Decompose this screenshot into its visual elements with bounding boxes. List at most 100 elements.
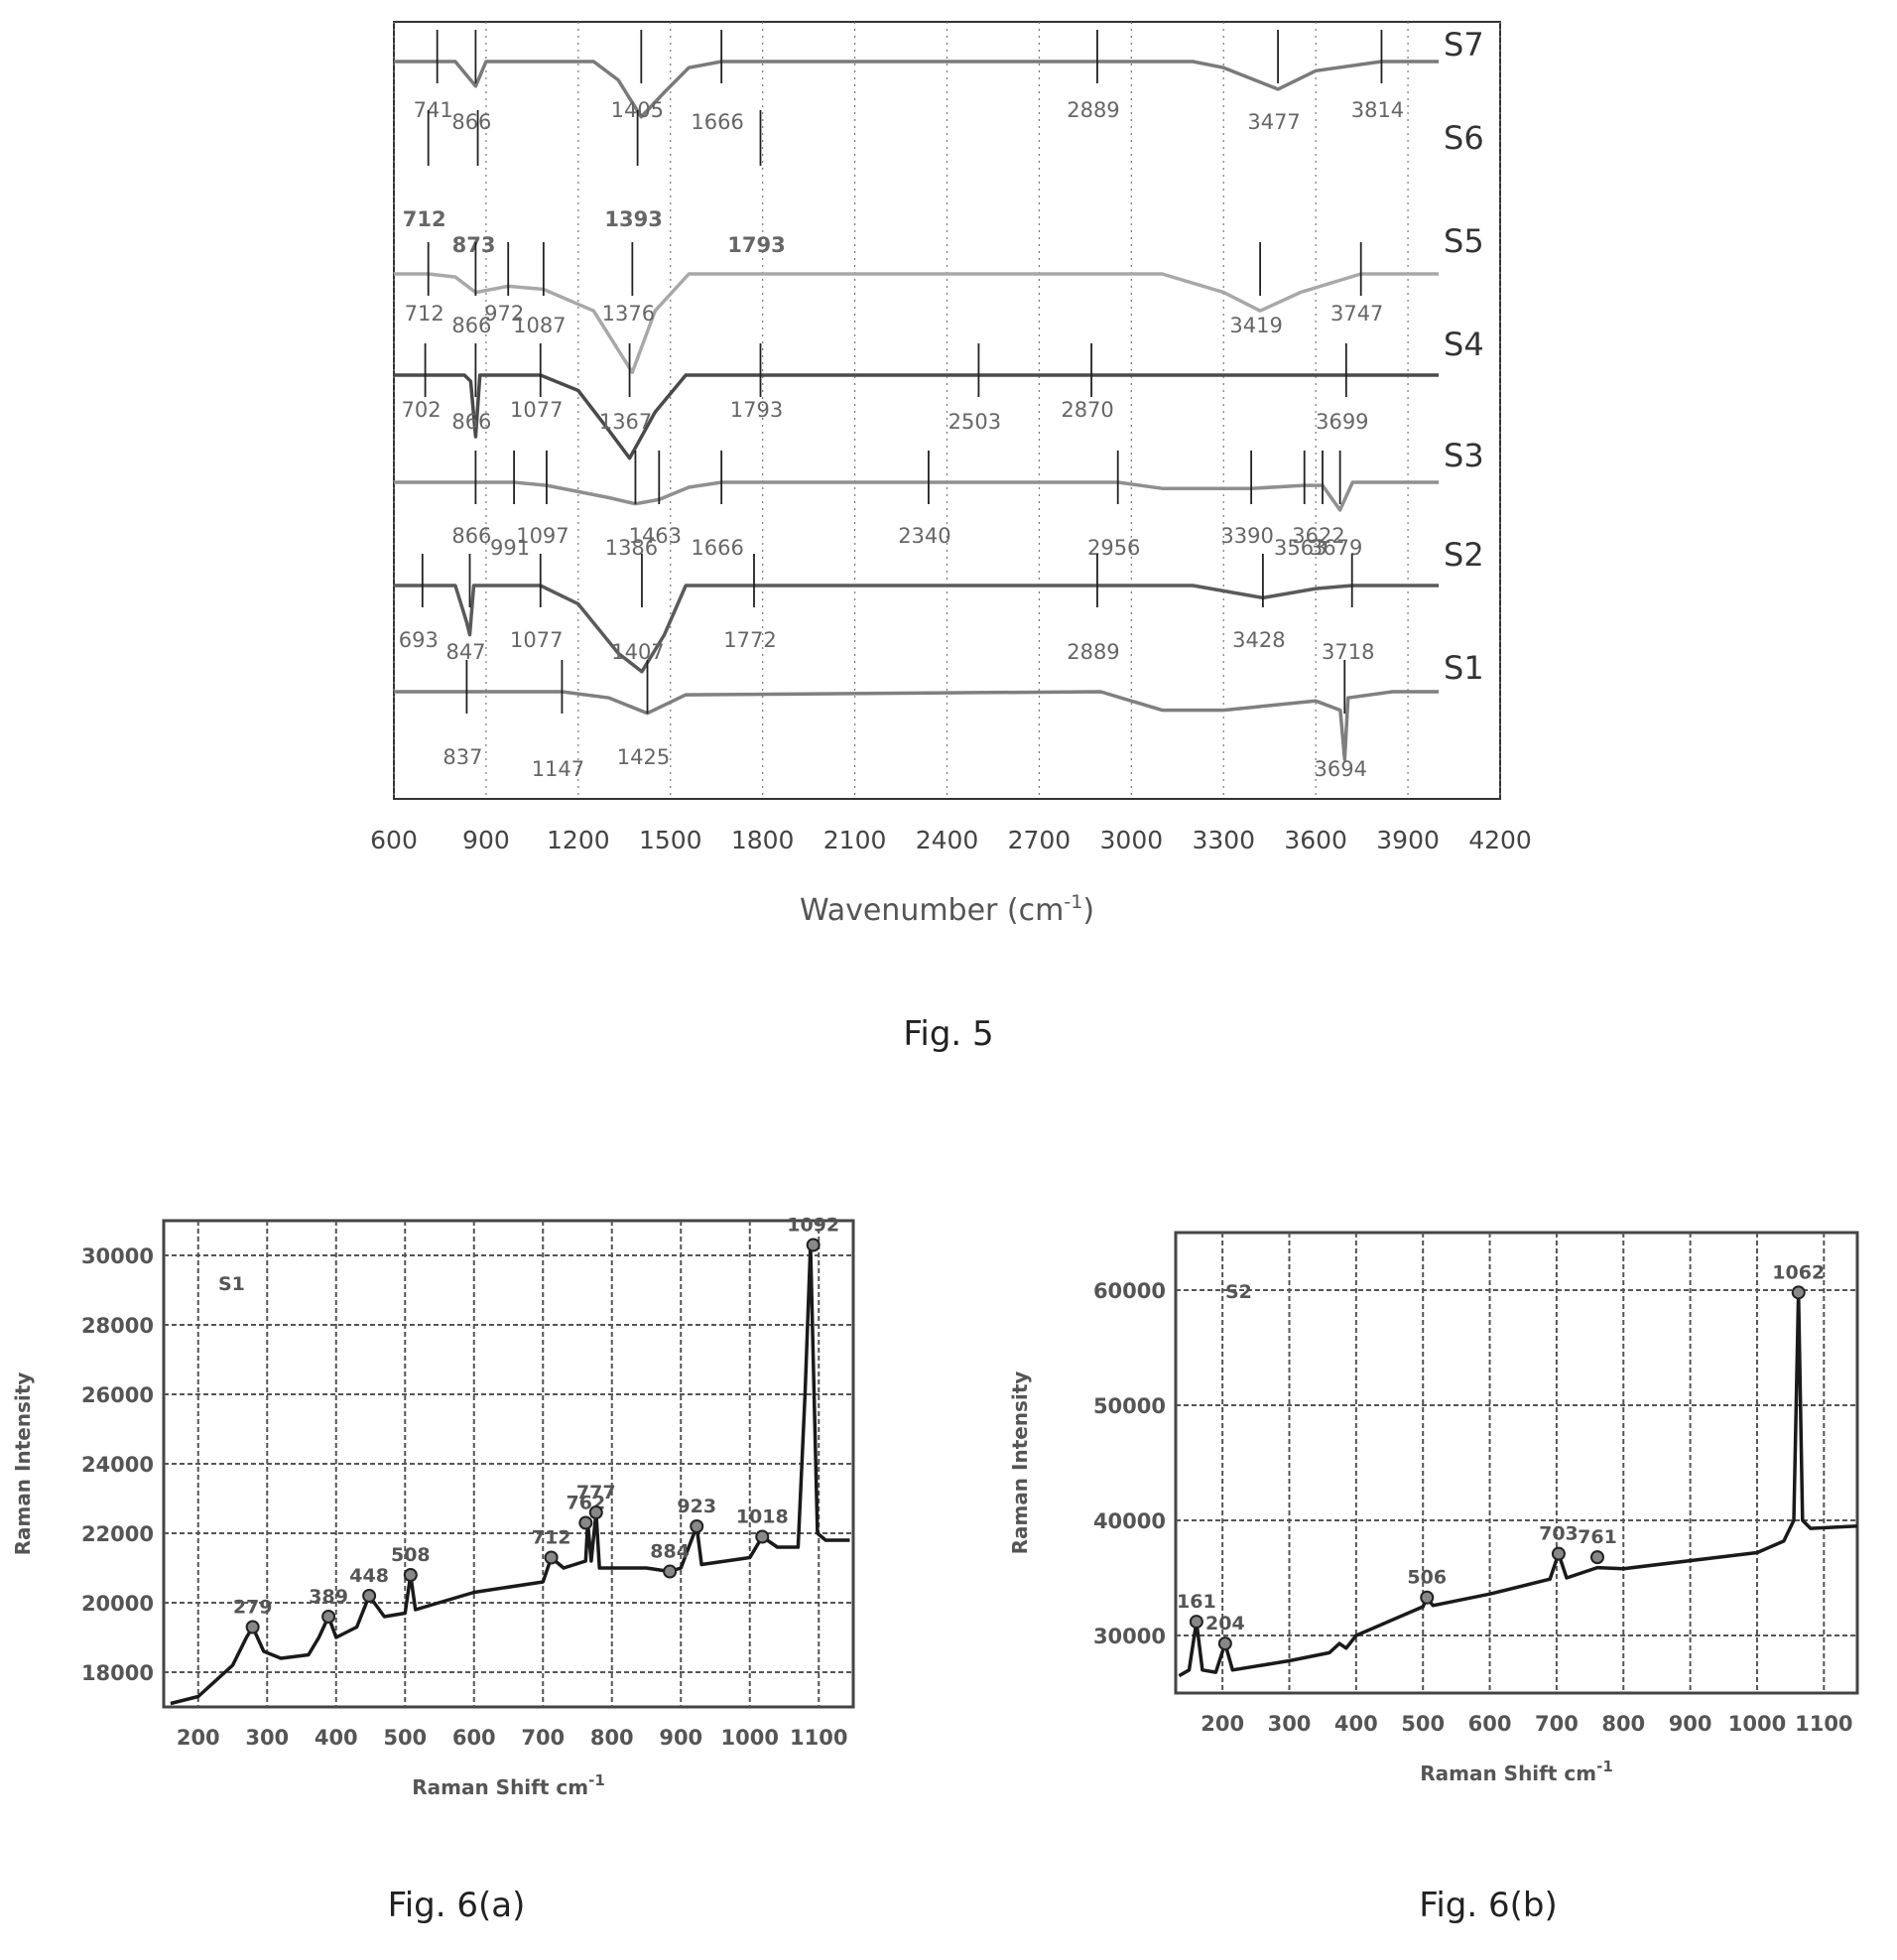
series-label-s5: S5 xyxy=(1444,222,1484,260)
y-tick-label: 50000 xyxy=(1093,1394,1166,1418)
peak-label: 3428 xyxy=(1232,628,1285,652)
x-tick-label: 500 xyxy=(383,1726,427,1750)
plot-frame xyxy=(1174,1231,1859,1695)
peak-label: 3814 xyxy=(1351,98,1404,122)
peak-label: 837 xyxy=(443,745,482,769)
y-axis-title: Raman Intensity xyxy=(1008,1372,1032,1555)
x-axis-title-superscript: -1 xyxy=(1596,1758,1613,1775)
peak-label: 1666 xyxy=(691,536,743,560)
peak-label: 3563 xyxy=(1274,536,1327,560)
x-tick-label: 1000 xyxy=(1728,1712,1786,1736)
peak-label: 866 xyxy=(451,314,491,337)
peak-label: 866 xyxy=(451,410,491,434)
peak-label: 448 xyxy=(349,1565,389,1587)
peak-label: 3694 xyxy=(1315,757,1367,781)
x-tick-label: 300 xyxy=(1268,1712,1312,1736)
x-tick-label: 600 xyxy=(452,1726,496,1750)
x-tick-label: 2100 xyxy=(823,826,887,854)
x-tick-label: 3600 xyxy=(1284,826,1347,854)
peak-label: 3699 xyxy=(1316,410,1368,434)
x-tick-label: 1000 xyxy=(721,1726,779,1750)
peak-label: 3747 xyxy=(1330,302,1383,326)
peak-label: 991 xyxy=(490,536,530,560)
series-label-s2: S2 xyxy=(1444,536,1484,574)
y-tick-label: 60000 xyxy=(1093,1279,1166,1303)
peak-label: 712 xyxy=(403,207,446,231)
peak-label: 389 xyxy=(309,1586,348,1608)
peak-label: 1793 xyxy=(727,233,785,257)
x-tick-label: 400 xyxy=(315,1726,358,1750)
peak-label: 1376 xyxy=(602,302,655,326)
y-axis-title: Raman Intensity xyxy=(11,1372,35,1556)
peak-label: 693 xyxy=(399,628,439,652)
peak-label: 702 xyxy=(402,398,442,422)
peak-label: 2870 xyxy=(1061,398,1113,422)
peak-point xyxy=(245,1620,260,1634)
fig5-caption: Fig. 5 xyxy=(903,1014,994,1054)
peak-label: 1087 xyxy=(513,314,566,337)
peak-label: 1425 xyxy=(617,745,670,769)
x-tick-label: 700 xyxy=(1535,1712,1579,1736)
series-label-s3: S3 xyxy=(1444,437,1484,474)
sample-label: S2 xyxy=(1225,1281,1252,1303)
x-tick-label: 800 xyxy=(590,1726,634,1750)
x-tick-label: 4200 xyxy=(1468,826,1532,854)
raman-spectrum xyxy=(170,1242,850,1706)
x-tick-label: 3900 xyxy=(1376,826,1440,854)
peak-label: 3622 xyxy=(1292,524,1344,548)
peak-point xyxy=(1217,1636,1232,1651)
peak-label: 508 xyxy=(391,1544,431,1566)
peak-label: 1147 xyxy=(532,757,584,781)
peak-point xyxy=(690,1519,704,1533)
x-axis-title: Raman Shift cm-1 xyxy=(1420,1758,1613,1785)
peak-label: 1463 xyxy=(629,524,682,548)
spectrum-s1 xyxy=(394,690,1440,761)
peak-label: 279 xyxy=(233,1597,273,1619)
spectrum-s7 xyxy=(394,60,1440,119)
peak-label: 761 xyxy=(1578,1526,1617,1548)
series-label-s4: S4 xyxy=(1444,326,1484,363)
peak-label: 204 xyxy=(1205,1613,1245,1634)
y-tick-label: 18000 xyxy=(81,1661,154,1685)
peak-label: 506 xyxy=(1407,1567,1447,1589)
peak-label: 1062 xyxy=(1772,1261,1825,1283)
peak-label: 3390 xyxy=(1220,524,1273,548)
peak-label: 1077 xyxy=(510,398,563,422)
peak-label: 712 xyxy=(532,1527,571,1549)
x-tick-label: 900 xyxy=(659,1726,702,1750)
x-tick-label: 1800 xyxy=(731,826,795,854)
spectrum-s3 xyxy=(394,480,1440,512)
peak-point xyxy=(1420,1590,1435,1605)
x-tick-label: 600 xyxy=(1468,1712,1512,1736)
peak-label: 3419 xyxy=(1229,314,1282,337)
peak-label: 741 xyxy=(414,98,453,122)
peak-point xyxy=(362,1589,377,1603)
peak-label: 3679 xyxy=(1310,536,1362,560)
peak-label: 161 xyxy=(1177,1591,1216,1613)
peak-label: 1793 xyxy=(730,398,783,422)
peak-label: 1407 xyxy=(611,640,664,664)
fig6a-caption: Fig. 6(a) xyxy=(387,1886,526,1925)
x-tick-label: 500 xyxy=(1401,1712,1445,1736)
x-axis-title: Raman Shift cm-1 xyxy=(412,1771,605,1799)
y-tick-label: 24000 xyxy=(81,1453,154,1477)
peak-point xyxy=(1551,1546,1566,1561)
x-tick-label: 700 xyxy=(521,1726,565,1750)
x-tick-label: 3000 xyxy=(1100,826,1164,854)
peak-label: 1092 xyxy=(787,1215,839,1237)
x-tick-label: 200 xyxy=(177,1726,220,1750)
y-tick-label: 40000 xyxy=(1093,1509,1166,1533)
peak-label: 847 xyxy=(445,640,485,664)
sample-label: S1 xyxy=(218,1273,245,1295)
peak-point xyxy=(403,1568,418,1582)
peak-label: 1367 xyxy=(599,410,652,434)
peak-label: 1772 xyxy=(723,628,776,652)
peak-label: 1077 xyxy=(510,628,563,652)
peak-label: 3718 xyxy=(1322,640,1374,664)
series-label-s7: S7 xyxy=(1444,26,1484,64)
x-tick-label: 1200 xyxy=(547,826,610,854)
x-axis-title-superscript: -1 xyxy=(588,1771,605,1789)
peak-point xyxy=(663,1564,678,1579)
y-tick-label: 20000 xyxy=(81,1592,154,1616)
y-tick-label: 30000 xyxy=(81,1244,154,1268)
